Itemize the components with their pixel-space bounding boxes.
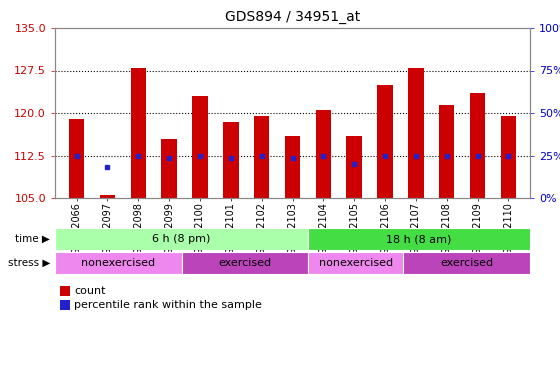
Bar	[254, 116, 269, 198]
Bar	[501, 116, 516, 198]
Bar	[439, 105, 454, 198]
Text: exercised: exercised	[218, 258, 272, 268]
Text: GDS894 / 34951_at: GDS894 / 34951_at	[225, 10, 360, 24]
Bar	[181, 252, 309, 274]
Text: time ▶: time ▶	[15, 234, 50, 244]
Text: nonexercised: nonexercised	[319, 258, 393, 268]
Text: 6 h (8 pm): 6 h (8 pm)	[152, 234, 211, 244]
Bar	[223, 122, 239, 198]
Text: exercised: exercised	[440, 258, 493, 268]
Bar	[192, 96, 208, 198]
Text: percentile rank within the sample: percentile rank within the sample	[74, 300, 262, 310]
Bar	[347, 136, 362, 198]
Bar	[69, 118, 85, 198]
Bar	[100, 195, 115, 198]
Bar	[309, 252, 403, 274]
Text: count: count	[74, 286, 105, 296]
Bar	[316, 110, 331, 198]
Bar	[403, 252, 530, 274]
Bar	[408, 68, 423, 198]
Bar	[285, 136, 300, 198]
Text: 18 h (8 am): 18 h (8 am)	[386, 234, 452, 244]
Bar	[55, 228, 309, 250]
Bar	[55, 252, 181, 274]
Bar	[377, 85, 393, 198]
Text: nonexercised: nonexercised	[81, 258, 155, 268]
Bar	[309, 228, 530, 250]
Bar	[470, 93, 486, 198]
Bar	[130, 68, 146, 198]
Bar	[161, 138, 177, 198]
Text: stress ▶: stress ▶	[8, 258, 50, 268]
